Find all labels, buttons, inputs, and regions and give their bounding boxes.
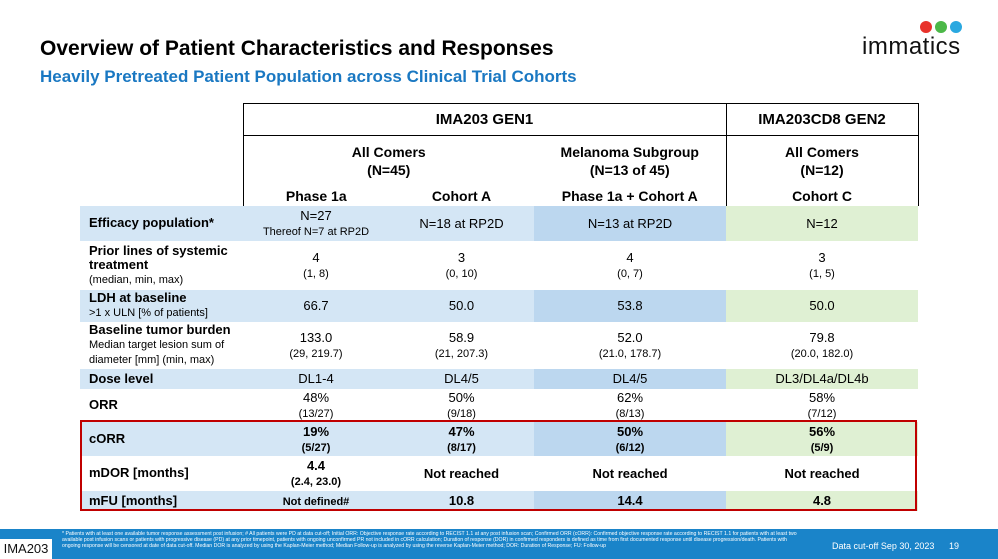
subgroup-melanoma: Melanoma Subgroup (N=13 of 45) <box>534 135 727 185</box>
table-row: Dose level DL1-4 DL4/5 DL4/5 DL3/DL4a/DL… <box>80 368 919 390</box>
footnote: * Patients with at least one available t… <box>62 531 797 550</box>
data-cell: Not defined# <box>243 490 389 512</box>
table-row: mDOR [months] 4.4 (2.4, 23.0) Not reached… <box>80 456 919 491</box>
row-label: Efficacy population* <box>80 206 243 242</box>
logo-wordmark: immatics <box>862 33 961 60</box>
data-cell: N=13 at RP2D <box>534 206 727 242</box>
data-cell: 4.4 (2.4, 23.0) <box>243 456 389 491</box>
subgroup-name: Melanoma Subgroup <box>560 143 699 160</box>
data-cell: 56% (5/9) <box>726 421 919 457</box>
logo-dot-blue <box>950 21 962 33</box>
column-header-phase1a-cohort-a: Phase 1a + Cohort A <box>534 185 727 206</box>
table-row: Prior lines of systemic treatment (median… <box>80 241 919 290</box>
data-cell: 50% (9/18) <box>389 389 534 422</box>
page-number: 19 <box>949 541 960 551</box>
data-cell: DL4/5 <box>534 368 727 390</box>
subgroup-all-comers-gen1: All Comers (N=45) <box>242 135 534 185</box>
column-header-cohort-a: Cohort A <box>431 187 492 204</box>
table-row: ORR 48% (13/27) 50% (9/18) 62% (8/13) 58% (7… <box>80 389 919 422</box>
table-row: cORR 19% (5/27) 47% (8/17) 50% (6/12) 56% (5… <box>80 421 919 457</box>
data-cell: N=27 Thereof N=7 at RP2D <box>243 206 389 242</box>
subgroup-name: All Comers <box>351 143 426 160</box>
table-row: Baseline tumor burden Median target lesio… <box>80 322 919 369</box>
table-row: Efficacy population* N=27 Thereof N=7 at … <box>80 206 919 242</box>
data-cell: 50.0 <box>389 289 534 323</box>
data-cell: 50% (6/12) <box>534 421 727 457</box>
data-cell: 4.8 <box>726 490 919 512</box>
table-row: mFU [months] Not defined# 10.8 14.4 4.8 <box>80 490 919 512</box>
data-cell: 53.8 <box>534 289 727 323</box>
row-label: cORR <box>80 421 243 457</box>
data-cell: 47% (8/17) <box>389 421 534 457</box>
data-cell: 4 (0, 7) <box>534 241 727 290</box>
empty-header-cell <box>80 104 243 136</box>
data-cell: 3 (1, 5) <box>726 241 919 290</box>
data-cell: Not reached <box>389 456 534 491</box>
data-cell: 50.0 <box>726 289 919 323</box>
empty-header-cell <box>80 185 243 206</box>
logo-dot-green <box>935 21 947 33</box>
footer-tag: IMA203 <box>0 539 52 559</box>
row-label: Baseline tumor burden Median target lesio… <box>80 322 243 369</box>
data-cell: 3 (0, 10) <box>389 241 534 290</box>
patient-characteristics-table: IMA203 GEN1 IMA203CD8 GEN2 All Comers (N=… <box>80 103 919 512</box>
slide-title: Overview of Patient Characteristics and … <box>40 37 554 60</box>
data-cell: 79.8 (20.0, 182.0) <box>726 322 919 369</box>
data-cell: 19% (5/27) <box>243 421 389 457</box>
data-cell: Not reached <box>726 456 919 491</box>
data-cell: 4 (1, 8) <box>243 241 389 290</box>
data-cell: Not reached <box>534 456 727 491</box>
data-cell: DL4/5 <box>389 368 534 390</box>
data-cell: N=12 <box>726 206 919 242</box>
subgroup-n: (N=12) <box>800 161 844 178</box>
data-cell: 62% (8/13) <box>534 389 727 422</box>
data-cell: 58.9 (21, 207.3) <box>389 322 534 369</box>
subgroup-n: (N=45) <box>367 161 411 178</box>
data-cell: 48% (13/27) <box>243 389 389 422</box>
row-label: ORR <box>80 389 243 422</box>
data-cell: DL3/DL4a/DL4b <box>726 368 919 390</box>
subgroup-n: (N=13 of 45) <box>589 161 670 178</box>
row-label: mDOR [months] <box>80 456 243 491</box>
subgroup-all-comers-gen2: All Comers (N=12) <box>726 135 919 185</box>
slide-subtitle: Heavily Pretreated Patient Population ac… <box>40 67 577 86</box>
row-label: Prior lines of systemic treatment (median… <box>80 241 243 290</box>
column-header-cohort-c: Cohort C <box>726 185 919 206</box>
data-cell: 52.0 (21.0, 178.7) <box>534 322 727 369</box>
data-cell: 10.8 <box>389 490 534 512</box>
company-logo: immatics <box>862 18 970 62</box>
logo-dot-red <box>920 21 932 33</box>
data-cutoff-label: Data cut-off Sep 30, 2023 <box>832 541 935 551</box>
footer-bar: IMA203 * Patients with at least one avai… <box>0 529 998 559</box>
row-label: mFU [months] <box>80 490 243 512</box>
group-header-gen2: IMA203CD8 GEN2 <box>726 103 919 136</box>
data-cell: N=18 at RP2D <box>389 206 534 242</box>
data-cell: 14.4 <box>534 490 727 512</box>
empty-header-cell <box>80 136 243 186</box>
data-cell: 58% (7/12) <box>726 389 919 422</box>
row-label: Dose level <box>80 368 243 390</box>
data-cell: DL1-4 <box>243 368 389 390</box>
column-header-phase1a: Phase 1a <box>242 185 389 206</box>
subgroup-name: All Comers <box>785 143 859 160</box>
table-row: LDH at baseline >1 x ULN [% of patients] … <box>80 289 919 323</box>
data-cell: 133.0 (29, 219.7) <box>243 322 389 369</box>
group-header-gen1: IMA203 GEN1 <box>242 103 727 136</box>
row-label: LDH at baseline >1 x ULN [% of patients] <box>80 289 243 323</box>
data-cell: 66.7 <box>243 289 389 323</box>
